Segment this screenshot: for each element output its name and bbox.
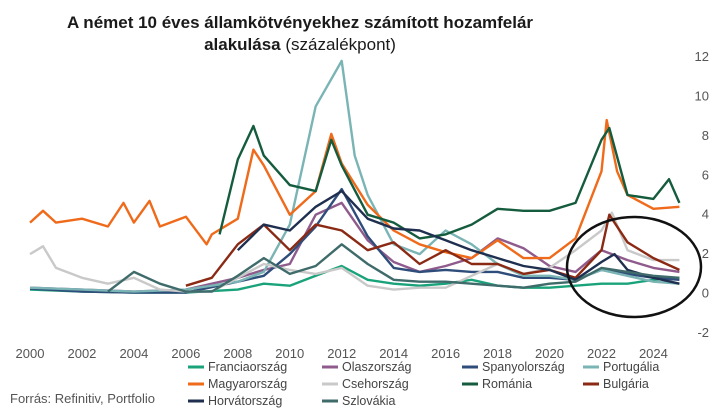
- x-tick-label: 2002: [67, 346, 96, 361]
- y-axis-ticks: 12 10 8 6 4 2 0 -2: [695, 49, 709, 340]
- legend-label: Horvátország: [208, 394, 282, 408]
- chart-title-line1: A német 10 éves államkötvényekhez számít…: [67, 13, 533, 32]
- plot-area: [29, 59, 681, 294]
- source-note: Forrás: Refinitiv, Portfolio: [10, 391, 155, 406]
- y-tick-label: 4: [702, 207, 709, 222]
- legend-label: Magyarország: [208, 377, 287, 391]
- legend: Franciaország Olaszország Spanyolország Por…: [188, 360, 659, 408]
- series-line-horvátország: [236, 189, 680, 285]
- x-tick-label: 2010: [275, 346, 304, 361]
- y-tick-label: 6: [702, 167, 709, 182]
- x-tick-label: 2004: [119, 346, 148, 361]
- x-tick-label: 2022: [587, 346, 616, 361]
- series-line-portugália: [29, 59, 680, 293]
- legend-label: Spanyolország: [482, 360, 565, 374]
- x-tick-label: 2024: [639, 346, 668, 361]
- series-line-bulgária: [185, 213, 680, 287]
- legend-label: Bulgária: [603, 377, 649, 391]
- x-tick-label: 2020: [535, 346, 564, 361]
- x-tick-label: 2012: [327, 346, 356, 361]
- y-tick-label: 12: [695, 49, 709, 64]
- legend-label: Portugália: [603, 360, 659, 374]
- x-tick-label: 2000: [16, 346, 45, 361]
- chart-title-line2-bold: alakulása: [204, 35, 281, 54]
- series-line-szlovákia: [107, 243, 680, 293]
- legend-label: Olaszország: [342, 360, 412, 374]
- series-line-románia: [218, 124, 681, 240]
- y-tick-label: 0: [702, 286, 709, 301]
- x-tick-label: 2008: [223, 346, 252, 361]
- y-tick-label: -2: [697, 325, 709, 340]
- x-tick-label: 2018: [483, 346, 512, 361]
- legend-label: Szlovákia: [342, 394, 396, 408]
- x-tick-label: 2016: [431, 346, 460, 361]
- legend-label: Románia: [482, 377, 532, 391]
- legend-label: Franciaország: [208, 360, 287, 374]
- legend-label: Csehország: [342, 377, 409, 391]
- x-axis-ticks: 2000 2002 2004 2006 2008 2010 2012 2014 2016 2018…: [16, 346, 668, 361]
- y-tick-label: 10: [695, 88, 709, 103]
- highlight-ellipse: [565, 215, 703, 319]
- y-tick-label: 2: [702, 246, 709, 261]
- chart-title-line2: alakulása (százalékpont): [204, 35, 396, 54]
- chart-title-unit: (százalékpont): [285, 35, 396, 54]
- series-line-olaszország: [29, 201, 680, 293]
- x-tick-label: 2014: [379, 346, 408, 361]
- y-tick-label: 8: [702, 128, 709, 143]
- x-tick-label: 2006: [171, 346, 200, 361]
